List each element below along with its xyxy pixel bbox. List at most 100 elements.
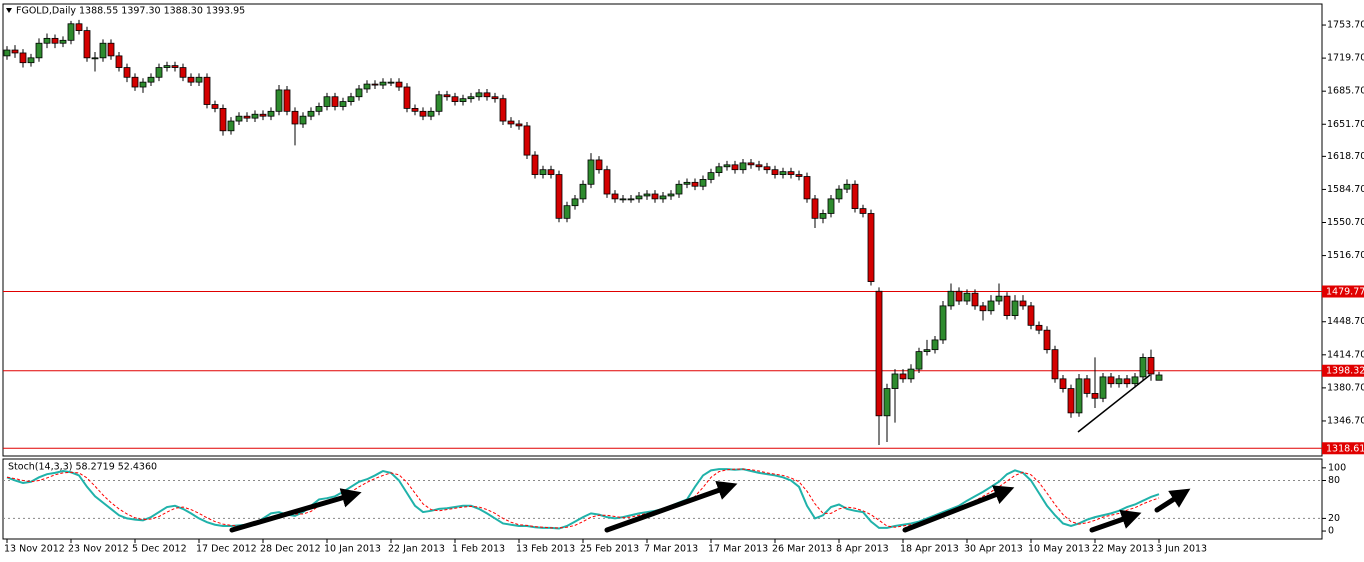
candle-body	[435, 94, 443, 112]
candle-body	[363, 83, 371, 90]
candle-body	[595, 159, 603, 171]
candle-body	[547, 169, 555, 175]
candle-body	[371, 83, 379, 86]
candle-body	[35, 42, 43, 59]
candle-body	[635, 195, 643, 200]
candle-body	[283, 89, 291, 112]
candle-body	[1051, 349, 1059, 380]
candle-body	[267, 110, 275, 117]
arrow	[1154, 488, 1191, 513]
x-tick-label: 30 Apr 2013	[964, 544, 1023, 555]
candle-body	[723, 164, 731, 168]
candle-body	[91, 57, 99, 60]
candle-body	[219, 108, 227, 132]
candle-body	[1083, 378, 1091, 394]
candle-body	[379, 81, 387, 86]
candle-body	[1003, 295, 1011, 317]
candle-body	[19, 52, 27, 64]
candle-body	[587, 159, 595, 185]
arrow	[1089, 509, 1142, 533]
candle-body	[659, 195, 667, 200]
candle-body	[419, 110, 427, 117]
candle-body	[619, 198, 627, 201]
y-tick-label: 1753.70	[1327, 20, 1364, 31]
candle-body	[395, 81, 403, 88]
chart-title: FGOLD,Daily 1388.55 1397.30 1388.30 1393…	[16, 6, 245, 17]
x-tick-label: 13 Feb 2013	[516, 544, 575, 555]
candle-body	[355, 88, 363, 98]
y-tick-label: 1719.70	[1327, 53, 1364, 64]
candle-body	[683, 181, 691, 185]
candle-body	[403, 86, 411, 109]
x-tick-label: 5 Dec 2012	[132, 544, 187, 555]
candle-body	[171, 65, 179, 68]
candle-body	[163, 65, 171, 68]
candle-body	[467, 96, 475, 100]
y-tick-label: 1380.70	[1327, 382, 1364, 393]
stoch-line	[6, 468, 1160, 530]
x-tick-label: 17 Dec 2012	[196, 544, 257, 555]
candle-body	[851, 183, 859, 209]
candle-body	[939, 305, 947, 341]
candle-body	[955, 290, 963, 302]
y-tick-label: 100	[1328, 462, 1346, 473]
candle-body	[763, 166, 771, 171]
candle-body	[195, 76, 203, 83]
candle-body	[651, 193, 659, 200]
candle-body	[347, 96, 355, 102]
candle-body	[139, 81, 147, 88]
candle-body	[707, 172, 715, 180]
candle-body	[1067, 388, 1075, 414]
candle-body	[115, 55, 123, 68]
candle-body	[843, 183, 851, 190]
candle-body	[1019, 300, 1027, 307]
candle-body	[147, 76, 155, 83]
candle-body	[667, 193, 675, 197]
candle-body	[539, 169, 547, 175]
candle-body	[299, 115, 307, 125]
candle-body	[1011, 300, 1019, 317]
candle-body	[1131, 376, 1139, 385]
candle-body	[947, 290, 955, 307]
y-tick-label: 1685.70	[1327, 86, 1364, 97]
candle-body	[155, 67, 163, 78]
candle-body	[555, 174, 563, 219]
candle-body	[675, 183, 683, 195]
candle-body	[867, 213, 875, 282]
candle-body	[1075, 378, 1083, 414]
candle-body	[259, 113, 267, 117]
candle-body	[59, 39, 67, 44]
candle-body	[971, 292, 979, 307]
x-tick-label: 10 May 2013	[1028, 544, 1090, 555]
candle-body	[923, 349, 931, 352]
candle-body	[11, 49, 19, 54]
candle-body	[819, 213, 827, 219]
candle-body	[643, 193, 651, 197]
candle-body	[747, 162, 755, 166]
candle-body	[291, 110, 299, 125]
candle-body	[387, 81, 395, 84]
y-tick-label: 0	[1328, 526, 1334, 537]
y-tick-label: 1516.70	[1327, 250, 1364, 261]
indicator-title: Stoch(14,3,3) 58.2719 52.4360	[8, 462, 157, 473]
x-tick-label: 23 Nov 2012	[68, 544, 129, 555]
candle-body	[427, 110, 435, 117]
level-label-bg	[1322, 442, 1364, 455]
x-tick-label: 25 Feb 2013	[580, 544, 639, 555]
trend-line	[1077, 374, 1151, 433]
x-tick-label: 28 Dec 2012	[260, 544, 321, 555]
candle-body	[883, 388, 891, 417]
y-tick-label: 80	[1328, 475, 1340, 486]
candle-body	[83, 30, 91, 59]
candle-body	[1043, 329, 1051, 351]
x-tick-label: 13 Nov 2012	[4, 544, 65, 555]
candle-body	[1139, 357, 1147, 378]
candle-body	[75, 23, 83, 31]
candle-body	[803, 176, 811, 200]
candle-body	[907, 368, 915, 380]
x-tick-label: 8 Apr 2013	[836, 544, 889, 555]
candle-body	[179, 67, 187, 78]
candle-body	[251, 113, 259, 119]
candle-body	[731, 164, 739, 171]
y-tick-label: 1550.70	[1327, 217, 1364, 228]
